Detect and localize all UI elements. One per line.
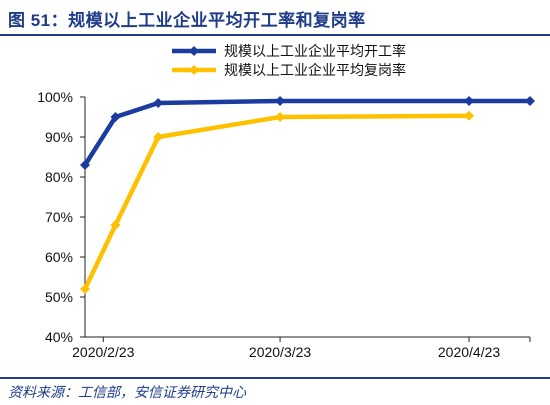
data-point	[153, 132, 164, 142]
y-tick-label: 100%	[37, 89, 73, 105]
figure-header: 图 51：规模以上工业企业平均开工率和复岗率	[0, 0, 550, 33]
series-1	[80, 96, 535, 170]
y-tick-label: 70%	[45, 209, 73, 225]
line-chart: 40% 50% 60% 70% 80% 90% 100% 2020/2/23 2020/3/23…	[37, 43, 535, 360]
y-tick-label: 50%	[45, 289, 73, 305]
x-tick-label: 2020/3/23	[249, 344, 311, 360]
data-point	[110, 220, 121, 230]
series-line	[82, 113, 472, 292]
data-point	[153, 98, 164, 108]
legend-label: 规模以上工业企业平均开工率	[224, 43, 406, 59]
legend-swatch-marker	[189, 46, 199, 56]
top-divider	[0, 34, 550, 36]
data-point	[275, 96, 286, 106]
legend-label: 规模以上工业企业平均复岗率	[224, 62, 406, 78]
y-tick-label: 60%	[45, 249, 73, 265]
data-point	[464, 110, 475, 121]
y-tick-label: 40%	[45, 329, 73, 345]
data-point	[525, 96, 535, 106]
source-note: 资料来源：工信部，安信证券研究中心	[8, 384, 246, 400]
data-point	[80, 160, 90, 170]
figure-title: 图 51：规模以上工业企业平均开工率和复岗率	[8, 11, 366, 30]
y-tick-label: 90%	[45, 129, 73, 145]
series-line	[82, 98, 533, 168]
series-2	[80, 110, 475, 294]
legend-swatch-marker	[189, 65, 199, 75]
series-layer	[80, 96, 535, 294]
data-point	[110, 112, 121, 122]
bottom-divider	[0, 377, 550, 379]
data-point	[464, 96, 475, 106]
x-tick-label: 2020/4/23	[438, 344, 500, 360]
chart-axes: 40% 50% 60% 70% 80% 90% 100% 2020/2/23 2020/3/23…	[37, 89, 531, 360]
x-tick-label: 2020/2/23	[72, 344, 134, 360]
y-tick-label: 80%	[45, 169, 73, 185]
data-point	[275, 112, 286, 122]
data-point	[80, 284, 90, 294]
